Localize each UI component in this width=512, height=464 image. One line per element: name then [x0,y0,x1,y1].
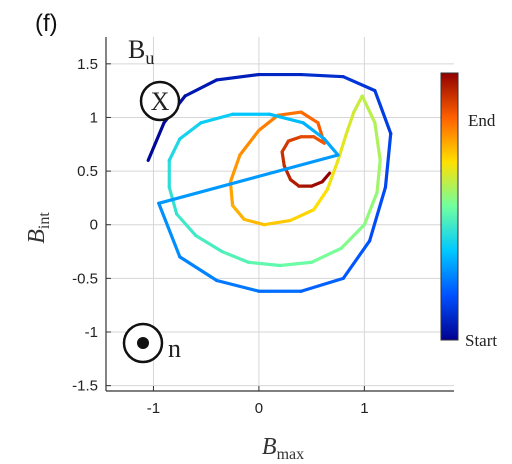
bu-label-main: B [128,35,145,64]
y-axis-label-main: B [24,229,50,244]
x-axis-label-sub: max [277,446,305,463]
trajectory-segment-23 [336,131,349,162]
y-tick-label-2: -0.5 [72,270,98,287]
trajectory-segment-27 [373,121,382,162]
x-tick-label-0: -1 [147,400,160,417]
out-of-page-dot [137,337,149,349]
trajectory-segment-55 [373,89,393,136]
colorbar-end-label: End [468,111,496,130]
trajectory-segment-47 [157,201,182,259]
x-tick-label-1: 0 [255,400,263,417]
trajectory-segment-36 [175,212,198,238]
trajectory-segment-29 [362,190,379,227]
colorbar-start-label: Start [465,331,497,350]
into-page-symbol [139,80,181,122]
ticks: -1.5 -1 -0.5 0 0.5 1 1.5 -1 0 1 [72,56,368,417]
trajectory-segment-46 [157,153,340,205]
trajectory-segment-6 [280,139,291,154]
trajectory-segment-54 [383,131,393,189]
y-tick-label-1: -1 [85,324,98,341]
trajectory-segment-51 [299,276,345,293]
trajectory-segment-19 [262,218,293,227]
trajectory-segment-49 [215,278,261,293]
y-tick-label-3: 0 [90,217,98,234]
trajectory-segment-45 [322,137,340,157]
trajectory-segment-14 [238,128,261,157]
trajectory-segment-3 [288,178,301,188]
bu-label: Bu [128,35,154,68]
trajectory-segment-30 [339,223,366,250]
trajectory-segment-21 [312,187,330,212]
x-tick-label-2: 1 [360,400,368,417]
y-tick-label-6: 1.5 [77,56,98,73]
x-axis-label-main: B [262,434,277,460]
y-axis-label-sub: int [36,212,53,229]
trajectory-segment-35 [194,233,224,254]
trajectory-segment-33 [246,260,282,268]
trajectory-segment-40 [178,121,203,141]
y-tick-label-4: 0.5 [77,163,98,180]
trajectory-segment-26 [360,94,377,125]
trajectory-segment-48 [178,255,219,283]
trajectory-segment-25 [352,94,364,114]
into-page-symbol-mark: X [151,87,170,116]
trajectory-segment-52 [341,239,372,280]
trajectory-segment-18 [242,217,266,227]
trajectory-segment-20 [288,208,316,223]
trajectory-segment-28 [375,158,382,195]
trajectory-segment-16 [228,180,235,208]
trajectory-segment-53 [368,185,388,243]
trajectory-segment-56 [341,75,377,93]
panel-label: (f) [35,10,58,37]
x-axis-label: Bmax [262,434,304,463]
trajectory-segment-12 [276,110,303,117]
trajectory-segment-60 [183,78,219,98]
y-axis-label: Bint [24,212,53,244]
trajectory-segment-31 [310,246,343,264]
trajectory-segment-7 [286,135,303,143]
trajectory-segment-43 [267,112,305,125]
trajectory-segment-1 [310,180,324,188]
colorbar [440,72,459,341]
trajectory-segment-34 [220,249,250,264]
trajectory-segment-59 [215,72,261,82]
trajectory-segment-0 [320,171,332,184]
trajectory-segment-24 [344,110,356,136]
trajectory-segment-57 [299,72,345,79]
trajectory-segment-22 [325,158,340,191]
bu-label-sub: u [145,48,154,68]
series-trajectory [146,72,393,293]
trajectory-segment-62 [146,121,166,162]
trajectory-segment-44 [301,121,326,141]
y-tick-label-0: -1.5 [72,378,98,395]
trajectory-segment-13 [257,113,280,132]
trajectory-segment-11 [299,110,320,125]
trajectory-segment-39 [167,137,182,162]
trajectory-segment-17 [230,203,246,221]
y-tick-label-5: 1 [90,109,98,126]
n-label: n [168,334,181,363]
trajectory-segment-41 [199,112,235,125]
trajectory-segment-15 [228,153,242,184]
trajectory-segment-32 [278,260,314,268]
trajectory-segment-5 [280,150,286,168]
